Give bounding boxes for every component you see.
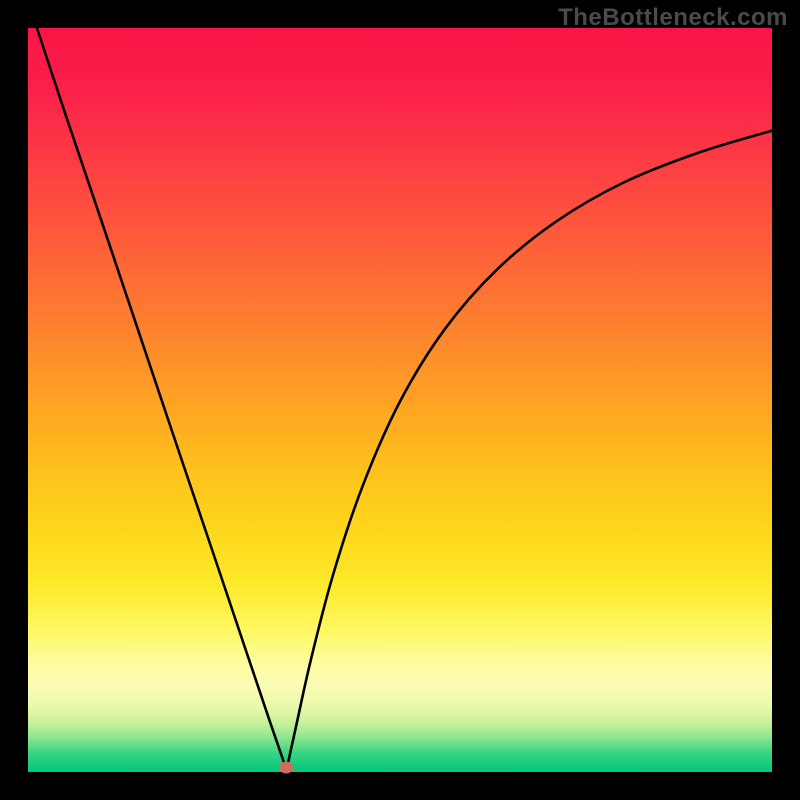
- watermark-text: TheBottleneck.com: [558, 4, 788, 32]
- minimum-marker: [279, 762, 293, 774]
- bottleneck-chart: [0, 0, 800, 800]
